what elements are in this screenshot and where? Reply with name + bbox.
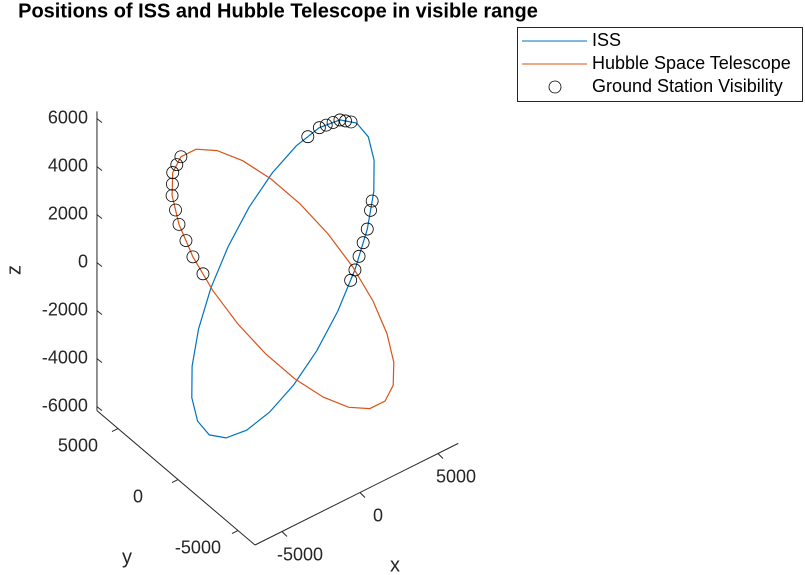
legend-swatch (548, 80, 562, 94)
x-tick (359, 492, 366, 498)
legend-label: Hubble Space Telescope (592, 53, 791, 73)
y-tick-label: 5000 (58, 435, 98, 455)
x-axis (254, 442, 459, 546)
z-tick (96, 262, 103, 267)
title-group: Positions of ISS and Hubble Telescope in… (18, 0, 538, 22)
legend-label: Ground Station Visibility (592, 76, 783, 96)
y-tick-label: -5000 (175, 537, 221, 557)
y-tick (111, 428, 119, 432)
z-tick (96, 358, 103, 363)
z-tick (96, 166, 103, 171)
x-tick-label: 5000 (436, 466, 476, 486)
visibility-marker (172, 217, 186, 231)
legend-label: ISS (592, 30, 621, 50)
y-tick (231, 530, 239, 534)
orbit-line (191, 119, 375, 439)
visibility-marker (360, 222, 374, 236)
visibility-marker (364, 203, 377, 217)
visibility-marker (186, 250, 200, 264)
z-tick-label: 6000 (48, 107, 88, 127)
x-tick-label: 0 (373, 505, 383, 525)
visibility-marker (344, 115, 358, 129)
visibility-marker (165, 177, 179, 191)
visibility-marker (179, 234, 193, 248)
x-tick (437, 453, 444, 459)
y-axis-label: y (122, 546, 132, 568)
z-tick-label: 0 (78, 251, 88, 271)
visibility-marker (174, 150, 188, 164)
visibility-marker (165, 189, 179, 203)
visibility-marker (319, 118, 333, 132)
visibility-marker (356, 236, 370, 250)
visibility-marker (312, 121, 326, 135)
visibility-marker (352, 249, 366, 263)
z-axis-label: z (3, 265, 25, 275)
z-tick-label: -2000 (42, 299, 88, 319)
z-tick-label: -6000 (42, 395, 88, 415)
chart-title: Positions of ISS and Hubble Telescope in… (18, 0, 538, 22)
visibility-marker (326, 116, 340, 129)
visibility-marker (365, 194, 379, 208)
visibility-marker (166, 166, 180, 179)
y-axis (96, 410, 256, 546)
y-tick (171, 479, 179, 483)
z-tick-label: 4000 (48, 155, 88, 175)
x-tick-label: -5000 (277, 544, 323, 564)
z-tick-label: -4000 (42, 347, 88, 367)
visibility-marker (170, 158, 184, 172)
z-tick-label: 2000 (48, 203, 88, 223)
x-axis-label: x (390, 554, 400, 575)
z-tick (96, 118, 103, 123)
visibility-marker (339, 114, 352, 128)
visibility-marker (169, 203, 182, 217)
visibility-marker (301, 130, 315, 144)
z-tick (96, 214, 103, 219)
orbit-line (171, 148, 395, 410)
z-tick (96, 406, 103, 411)
visibility-marker (344, 273, 358, 287)
visibility-marker (333, 113, 347, 127)
visibility-marker (196, 267, 210, 281)
x-tick (281, 531, 288, 537)
y-tick-label: 0 (133, 486, 143, 506)
z-tick (96, 310, 103, 315)
